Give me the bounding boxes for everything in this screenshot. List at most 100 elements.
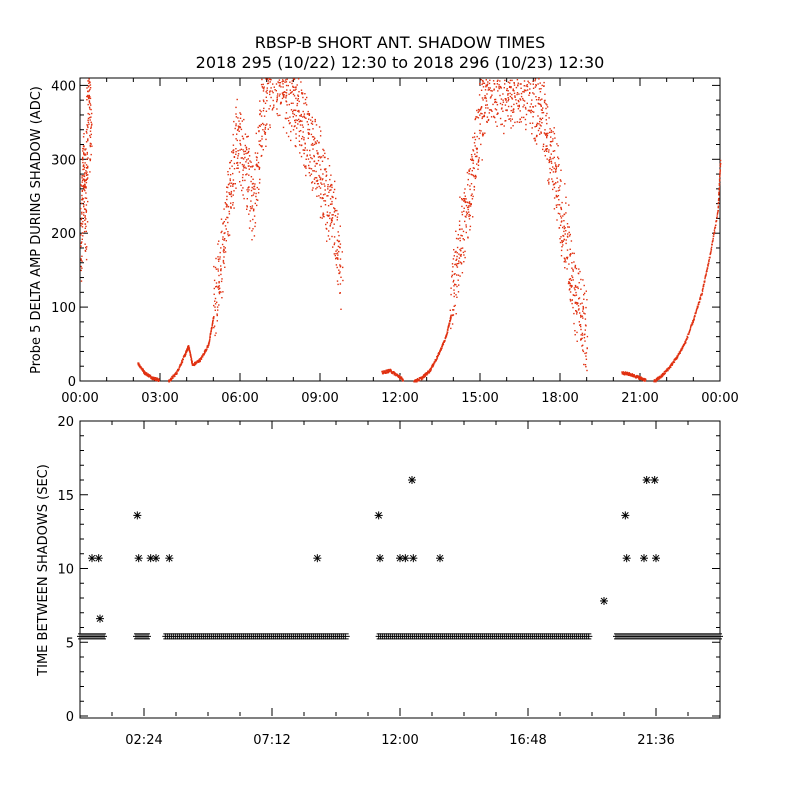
top-data-point — [80, 265, 82, 268]
top-data-point — [235, 113, 237, 115]
top-data-point — [547, 132, 549, 134]
top-data-point — [316, 195, 318, 197]
top-data-point — [485, 100, 488, 102]
top-data-point — [248, 174, 250, 176]
top-data-point — [573, 252, 575, 255]
top-data-point — [303, 164, 305, 166]
top-data-point — [254, 225, 256, 228]
top-data-point — [271, 109, 274, 111]
top-data-point — [638, 378, 641, 380]
top-data-point — [333, 242, 336, 244]
top-data-point — [526, 84, 528, 86]
top-data-point — [558, 189, 561, 191]
top-data-point — [715, 220, 718, 222]
top-data-point — [499, 102, 502, 105]
top-data-point — [437, 354, 440, 357]
top-data-point — [484, 95, 486, 97]
top-data-point — [565, 202, 567, 204]
top-data-point — [707, 262, 710, 265]
top-data-point — [278, 82, 280, 84]
top-data-point — [260, 83, 263, 86]
top-data-point — [662, 375, 664, 377]
top-data-point — [85, 148, 87, 150]
top-data-point — [467, 201, 469, 204]
top-data-point — [331, 235, 333, 238]
top-data-point — [320, 182, 322, 184]
top-data-point — [263, 88, 265, 90]
top-data-point — [89, 158, 91, 160]
top-data-point — [585, 358, 588, 360]
top-data-point — [205, 349, 207, 352]
top-data-point — [215, 286, 217, 288]
top-data-point — [223, 221, 225, 223]
top-data-point — [334, 180, 336, 183]
top-data-point — [230, 192, 232, 194]
top-data-point — [246, 136, 248, 138]
top-data-point — [490, 89, 492, 92]
top-data-point — [712, 235, 715, 237]
top-data-point — [525, 128, 527, 131]
top-data-point — [230, 185, 232, 187]
top-data-point — [86, 153, 88, 155]
top-data-point — [452, 266, 454, 268]
top-data-point — [253, 192, 255, 194]
top-data-point — [691, 324, 693, 326]
top-data-point — [655, 377, 658, 380]
top-data-point — [190, 356, 192, 358]
top-data-point — [300, 113, 302, 116]
top-data-point — [185, 350, 188, 353]
top-data-point — [534, 80, 536, 82]
top-data-point — [285, 81, 288, 83]
top-data-point — [284, 91, 286, 93]
top-data-point — [277, 93, 279, 95]
top-data-point — [580, 338, 582, 340]
top-data-point — [487, 81, 489, 83]
top-data-point — [511, 93, 513, 96]
top-data-point — [257, 192, 260, 194]
top-data-point — [288, 122, 291, 125]
top-data-point — [565, 256, 568, 259]
bottom-baseline-run — [133, 633, 151, 640]
top-data-point — [457, 238, 459, 240]
top-data-point — [442, 342, 444, 344]
top-data-point — [560, 169, 562, 171]
top-data-point — [258, 168, 260, 170]
top-data-point — [89, 88, 91, 91]
top-data-point — [265, 145, 267, 147]
top-data-point — [241, 120, 243, 122]
top-data-point — [560, 180, 562, 182]
top-data-point — [530, 109, 532, 111]
top-data-point — [566, 249, 569, 251]
top-data-point — [297, 95, 300, 97]
top-data-point — [251, 239, 253, 241]
top-data-point — [584, 352, 586, 355]
top-data-point — [574, 330, 576, 332]
top-data-point — [211, 325, 213, 327]
top-data-point — [658, 378, 661, 380]
top-data-point — [503, 125, 505, 127]
top-data-point — [84, 149, 86, 151]
top-data-point — [311, 157, 313, 160]
top-data-point — [581, 334, 584, 336]
top-data-point — [192, 364, 194, 366]
top-data-point — [269, 93, 271, 96]
top-data-point — [204, 349, 206, 351]
top-data-point — [338, 240, 341, 242]
top-data-point — [555, 165, 557, 167]
top-data-point — [505, 101, 508, 103]
top-data-point — [507, 100, 509, 102]
top-data-point — [146, 375, 149, 377]
top-data-point — [315, 177, 318, 179]
top-data-point — [510, 86, 512, 89]
top-data-point — [280, 102, 282, 104]
top-data-point — [89, 81, 91, 84]
top-data-point — [486, 116, 489, 118]
top-data-point — [264, 126, 267, 129]
top-data-point — [569, 283, 571, 285]
top-data-point — [486, 93, 488, 95]
top-data-point — [83, 185, 85, 188]
top-data-point — [490, 109, 492, 111]
top-data-point — [549, 144, 551, 146]
top-data-point — [545, 107, 547, 110]
top-data-point — [444, 340, 446, 342]
